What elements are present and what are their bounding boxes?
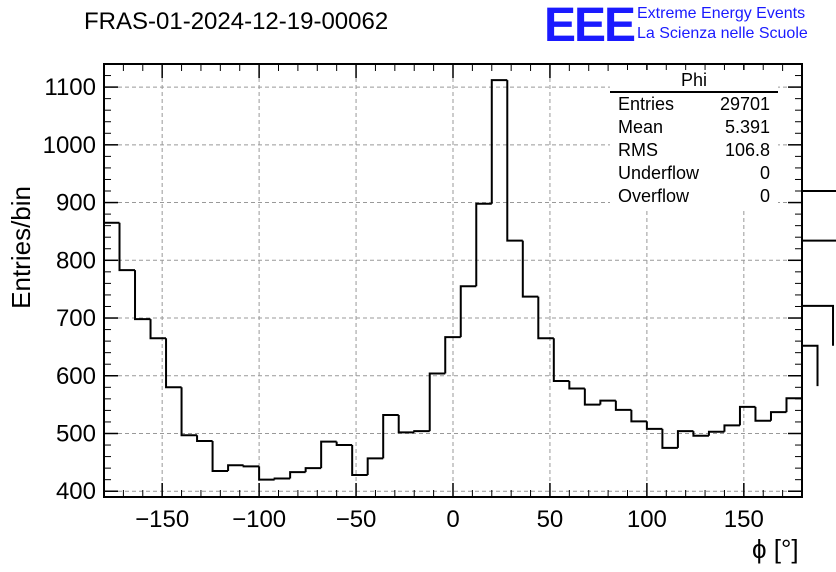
histogram-bin (802, 304, 835, 346)
y-tick-label: 800 (56, 247, 96, 274)
histogram-bin (134, 270, 151, 321)
histogram-bin (754, 406, 771, 422)
histogram-bin (118, 222, 136, 272)
histogram-bin (211, 440, 229, 473)
histogram-bin (583, 388, 601, 406)
histogram-bin (552, 338, 570, 382)
stats-row-entries: Entries 29701 (610, 93, 778, 116)
stats-row-rms: RMS 106.8 (610, 139, 778, 162)
stats-value: 29701 (719, 94, 770, 114)
stats-label: Underflow (618, 163, 700, 183)
stats-label: Entries (618, 94, 675, 114)
logo-caption-line1: Extreme Energy Events (637, 5, 806, 22)
histogram-bin (661, 428, 678, 449)
histogram-bin (304, 467, 322, 473)
stats-label: Overflow (618, 186, 690, 206)
eee-logo: EEE (544, 0, 636, 52)
stats-value: 5.391 (724, 117, 770, 137)
y-tick-label: 600 (56, 363, 96, 390)
x-tick-label: −100 (232, 506, 286, 533)
y-tick-label: 400 (56, 478, 96, 505)
histogram-bin (802, 239, 836, 242)
histogram-bin (289, 471, 306, 479)
histogram-bin (335, 441, 353, 447)
x-tick-label: −50 (336, 506, 377, 533)
histogram-bin (149, 319, 167, 340)
histogram-bin (273, 477, 291, 480)
histogram-bin (196, 435, 213, 442)
histogram-bin (320, 440, 337, 469)
stats-value: 106.8 (724, 140, 770, 160)
histogram-bin (723, 424, 740, 432)
axis-ticks (103, 63, 803, 497)
y-tick-label: 700 (56, 305, 96, 332)
stats-value: 0 (759, 186, 770, 206)
histogram-bin (630, 409, 647, 423)
stats-box-title: Phi (610, 70, 778, 93)
histogram-bin (366, 457, 384, 476)
histogram-bin (802, 344, 819, 387)
histogram-bin (614, 400, 632, 411)
histogram-bin (242, 465, 260, 468)
y-axis-label: Entries/bin (6, 186, 36, 309)
y-tick-label: 1100 (44, 74, 96, 101)
histogram-bin (428, 372, 446, 432)
stats-value: 0 (759, 163, 770, 183)
histogram-bin (785, 397, 802, 413)
histogram-bin (475, 202, 492, 287)
stats-row-overflow: Overflow 0 (610, 185, 778, 208)
histogram-bin (490, 79, 508, 204)
histogram-bin (413, 430, 430, 433)
x-axis-label: ϕ [°] (752, 534, 799, 564)
histogram-bin (769, 411, 787, 421)
x-tick-label: 100 (627, 506, 667, 533)
x-tick-label: 0 (446, 506, 459, 533)
logo-caption: Extreme Energy Events La Scienza nelle S… (637, 4, 808, 44)
histogram-bin (707, 430, 725, 436)
histogram-bin (180, 387, 198, 437)
x-tick-label: 150 (724, 506, 764, 533)
histogram-bin (258, 466, 275, 481)
histogram-bin (738, 405, 756, 426)
histogram-bin (802, 190, 836, 193)
chart-title: FRAS-01-2024-12-19-00062 (84, 8, 389, 35)
histogram-bin (227, 464, 244, 472)
y-tick-label: 900 (56, 190, 96, 217)
histogram-bin (459, 285, 477, 338)
histogram-bin (599, 399, 616, 405)
histogram-bin (506, 80, 523, 242)
stats-label: RMS (618, 140, 658, 160)
y-tick-label: 1000 (43, 132, 96, 159)
y-tick-label: 500 (56, 420, 96, 447)
histogram-bin (382, 414, 399, 459)
histogram-bins (104, 79, 836, 481)
histogram-bin (676, 430, 694, 448)
x-tick-label: 50 (537, 506, 564, 533)
stats-box: Phi Entries 29701 Mean 5.391 RMS 106.8 Unde… (610, 70, 778, 208)
logo-caption-line2: La Scienza nelle Scuole (637, 25, 808, 42)
histogram-bin (521, 240, 539, 298)
stats-row-underflow: Underflow 0 (610, 162, 778, 185)
histogram-bin (444, 336, 461, 374)
histogram-bin (568, 380, 585, 390)
histogram-bin (645, 421, 663, 430)
axis-tick-labels: −150 −100 −50 0 50 100 150 400 500 600 700 800 900 10… (43, 74, 764, 533)
stats-row-mean: Mean 5.391 (610, 116, 778, 139)
histogram-bin (351, 445, 368, 477)
x-tick-label: −150 (135, 506, 189, 533)
stats-label: Mean (618, 117, 664, 137)
histogram-bin (537, 296, 554, 340)
histogram-bin (165, 338, 182, 389)
histogram-bin (692, 431, 709, 437)
histogram-bin (397, 415, 415, 434)
